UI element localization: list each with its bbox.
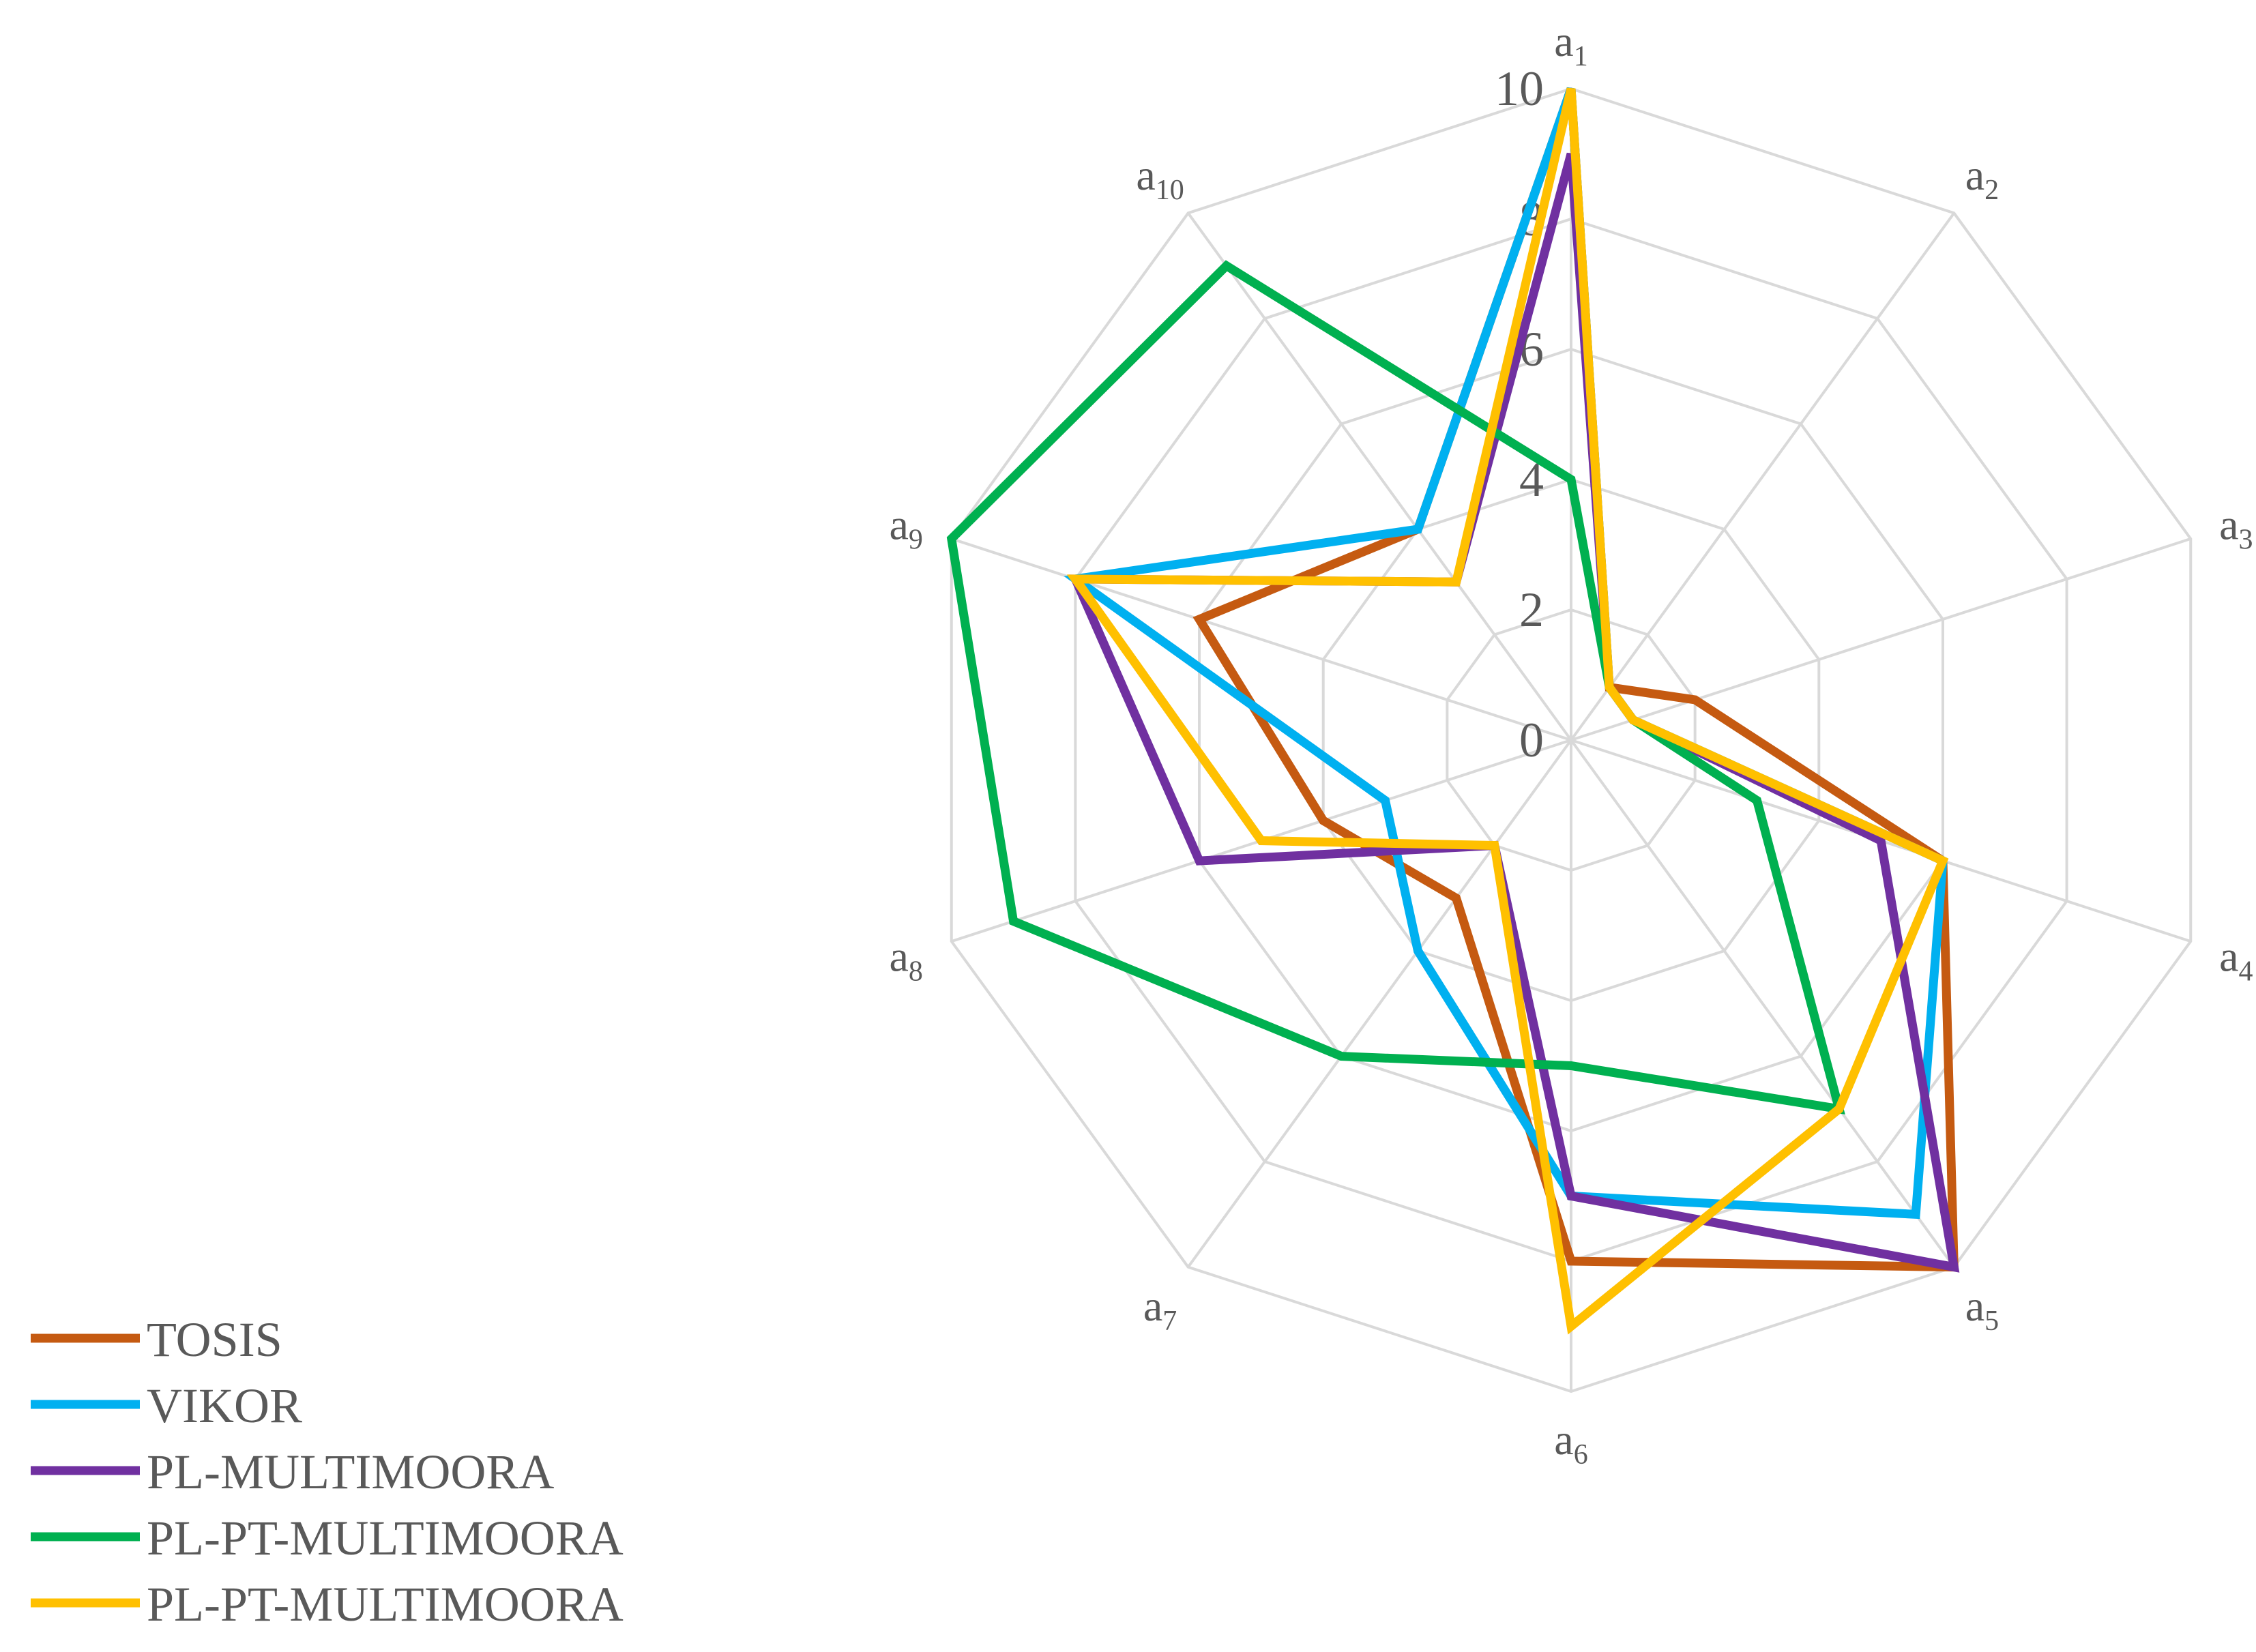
legend-label-3: PL-MULTIMOORA bbox=[147, 1445, 554, 1499]
category-label-9: a9 bbox=[889, 500, 922, 555]
series-line-5 bbox=[1066, 87, 1949, 1335]
category-label-3: a3 bbox=[2219, 500, 2253, 555]
category-label-10: a10 bbox=[1136, 151, 1184, 206]
legend-label-4: PL-PT-MULTIMOORA bbox=[147, 1511, 624, 1565]
legend: TOSIS VIKOR PL-MULTIMOORA PL-PT-MULTIMOORA P… bbox=[31, 1312, 624, 1632]
grid-spoke-2 bbox=[1570, 212, 1955, 741]
grid-spoke-7 bbox=[1187, 739, 1572, 1268]
legend-label-5: PL-PT-MULTIMOORA bbox=[147, 1577, 624, 1632]
series-line-1 bbox=[1192, 87, 1959, 1272]
series-lines bbox=[946, 87, 1960, 1335]
grid-spoke-3 bbox=[1570, 537, 2191, 741]
grid-spoke-10 bbox=[1187, 212, 1572, 741]
legend-label-1: TOSIS bbox=[147, 1312, 282, 1367]
legend-label-2: VIKOR bbox=[147, 1378, 302, 1433]
category-label-7: a7 bbox=[1143, 1282, 1177, 1337]
category-label-1: a1 bbox=[1554, 17, 1587, 72]
category-label-5: a5 bbox=[1965, 1282, 1999, 1337]
category-label-4: a4 bbox=[2219, 932, 2253, 988]
category-label-2: a2 bbox=[1965, 151, 1999, 206]
category-label-6: a6 bbox=[1554, 1415, 1587, 1471]
tick-label-0: 0 bbox=[1519, 713, 1544, 767]
grid-spoke-9 bbox=[951, 537, 1572, 741]
category-labels: a1 a2 a3 a4 a5 a6 a7 a8 a9 a10 bbox=[889, 17, 2253, 1471]
grid-spoke-5 bbox=[1570, 739, 1955, 1268]
tick-label-2: 2 bbox=[1519, 582, 1544, 637]
category-label-8: a8 bbox=[889, 932, 922, 988]
tick-label-10: 10 bbox=[1495, 61, 1544, 116]
